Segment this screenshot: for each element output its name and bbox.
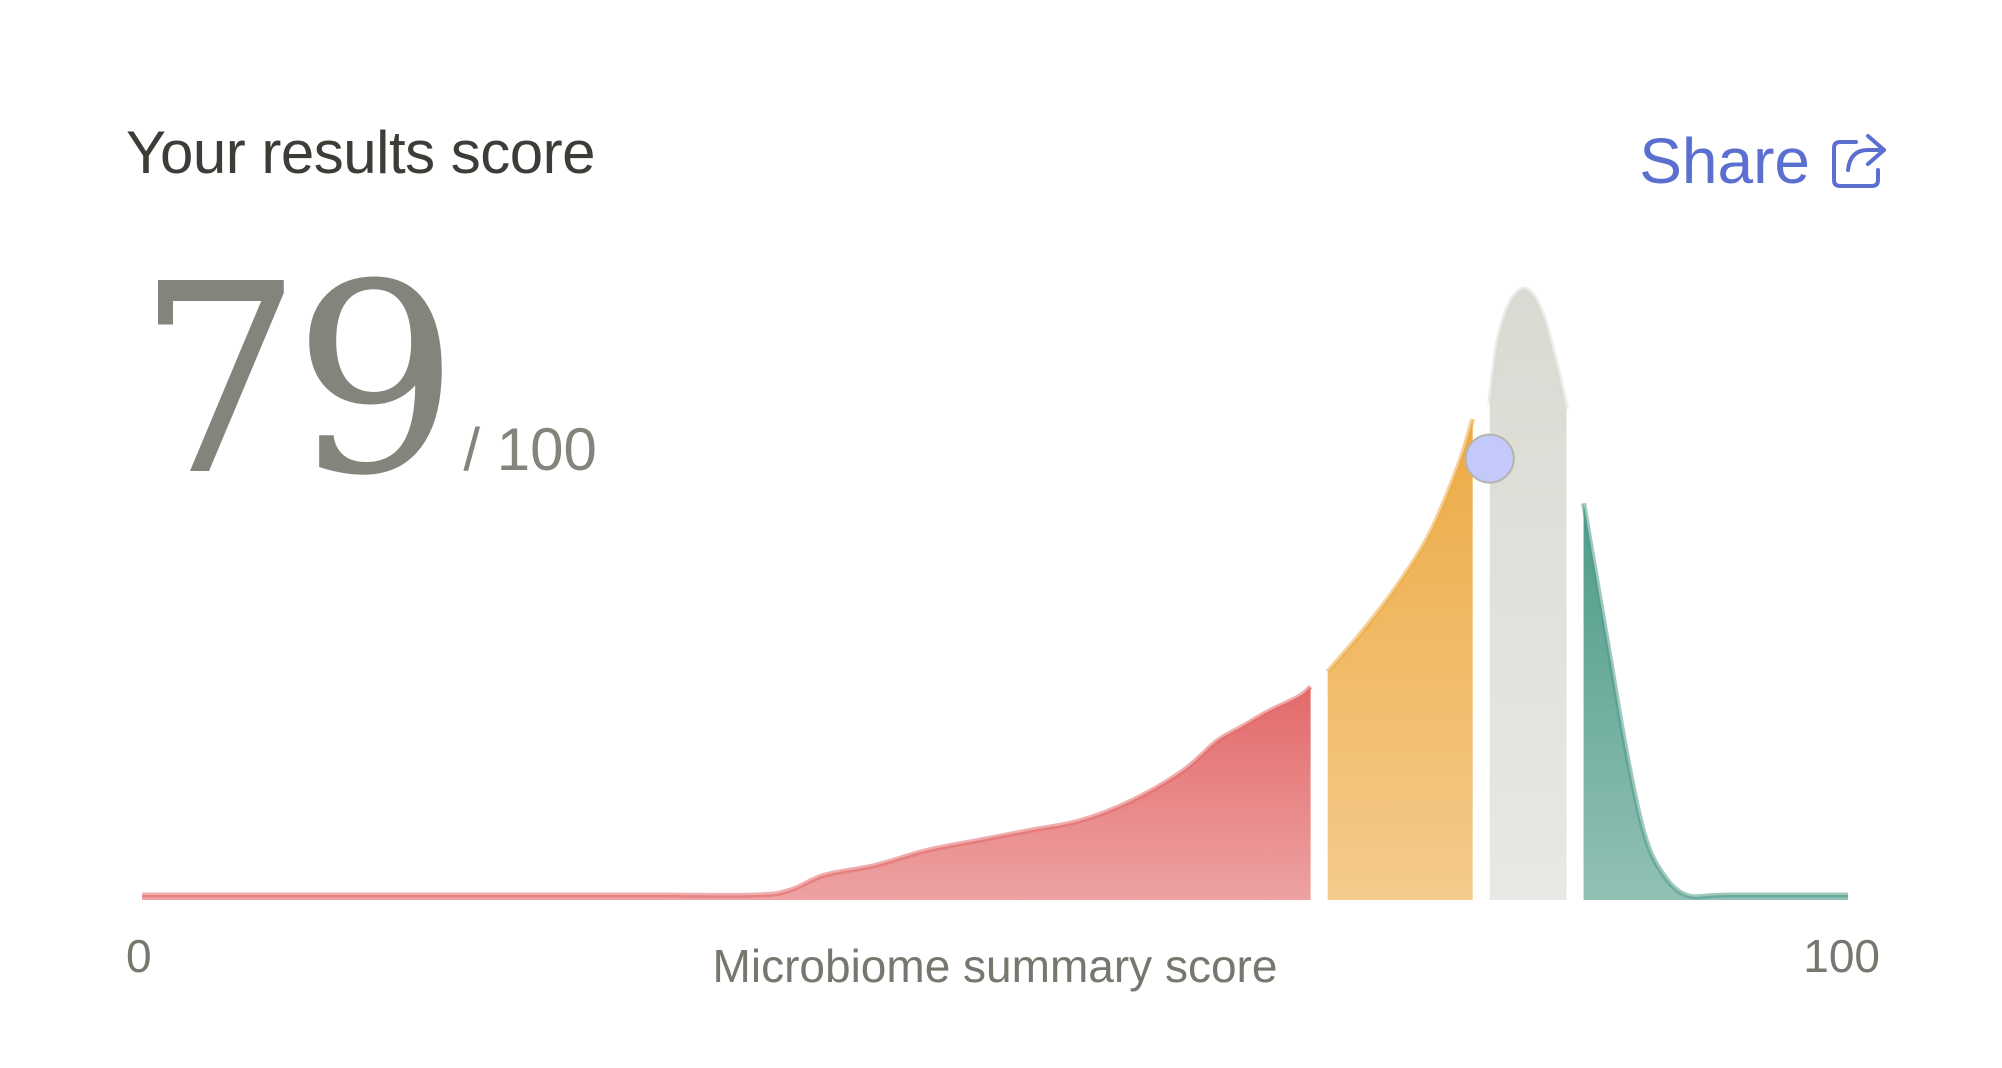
- chart-area-series-3: [1489, 289, 1567, 901]
- score-display: 79 / 100: [136, 250, 597, 512]
- chart-areas: [142, 286, 1848, 901]
- chart-area-series-4: [1583, 503, 1848, 900]
- card-title: Your results score: [126, 119, 596, 186]
- share-label: Share: [1639, 125, 1810, 197]
- share-icon: [1828, 130, 1890, 192]
- chart-line-series-2: [1325, 418, 1476, 674]
- score-value: 79: [136, 228, 459, 533]
- chart-line-series-3: [1487, 286, 1569, 410]
- score-marker: [1464, 433, 1515, 484]
- chart-area-series-2: [1327, 418, 1473, 900]
- chart-area-series-1: [142, 686, 1311, 900]
- x-tick-min: 0: [126, 930, 152, 982]
- chart-line-series-4: [1581, 502, 1848, 900]
- x-axis-label: Microbiome summary score: [713, 940, 1278, 992]
- share-button[interactable]: Share: [1639, 124, 1890, 198]
- x-tick-max: 100: [1803, 930, 1880, 982]
- score-max: / 100: [463, 416, 597, 483]
- chart-line-series-1: [142, 684, 1313, 898]
- chart-marker-group: [1464, 433, 1515, 484]
